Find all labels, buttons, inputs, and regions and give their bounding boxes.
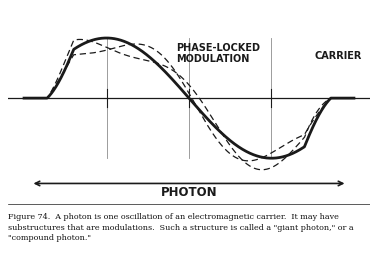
- Text: PHASE-LOCKED
MODULATION: PHASE-LOCKED MODULATION: [176, 43, 260, 64]
- Text: PHOTON: PHOTON: [161, 187, 217, 199]
- Text: CARRIER: CARRIER: [314, 51, 362, 61]
- Text: Figure 74.  A photon is one oscillation of an electromagnetic carrier.  It may h: Figure 74. A photon is one oscillation o…: [8, 213, 353, 242]
